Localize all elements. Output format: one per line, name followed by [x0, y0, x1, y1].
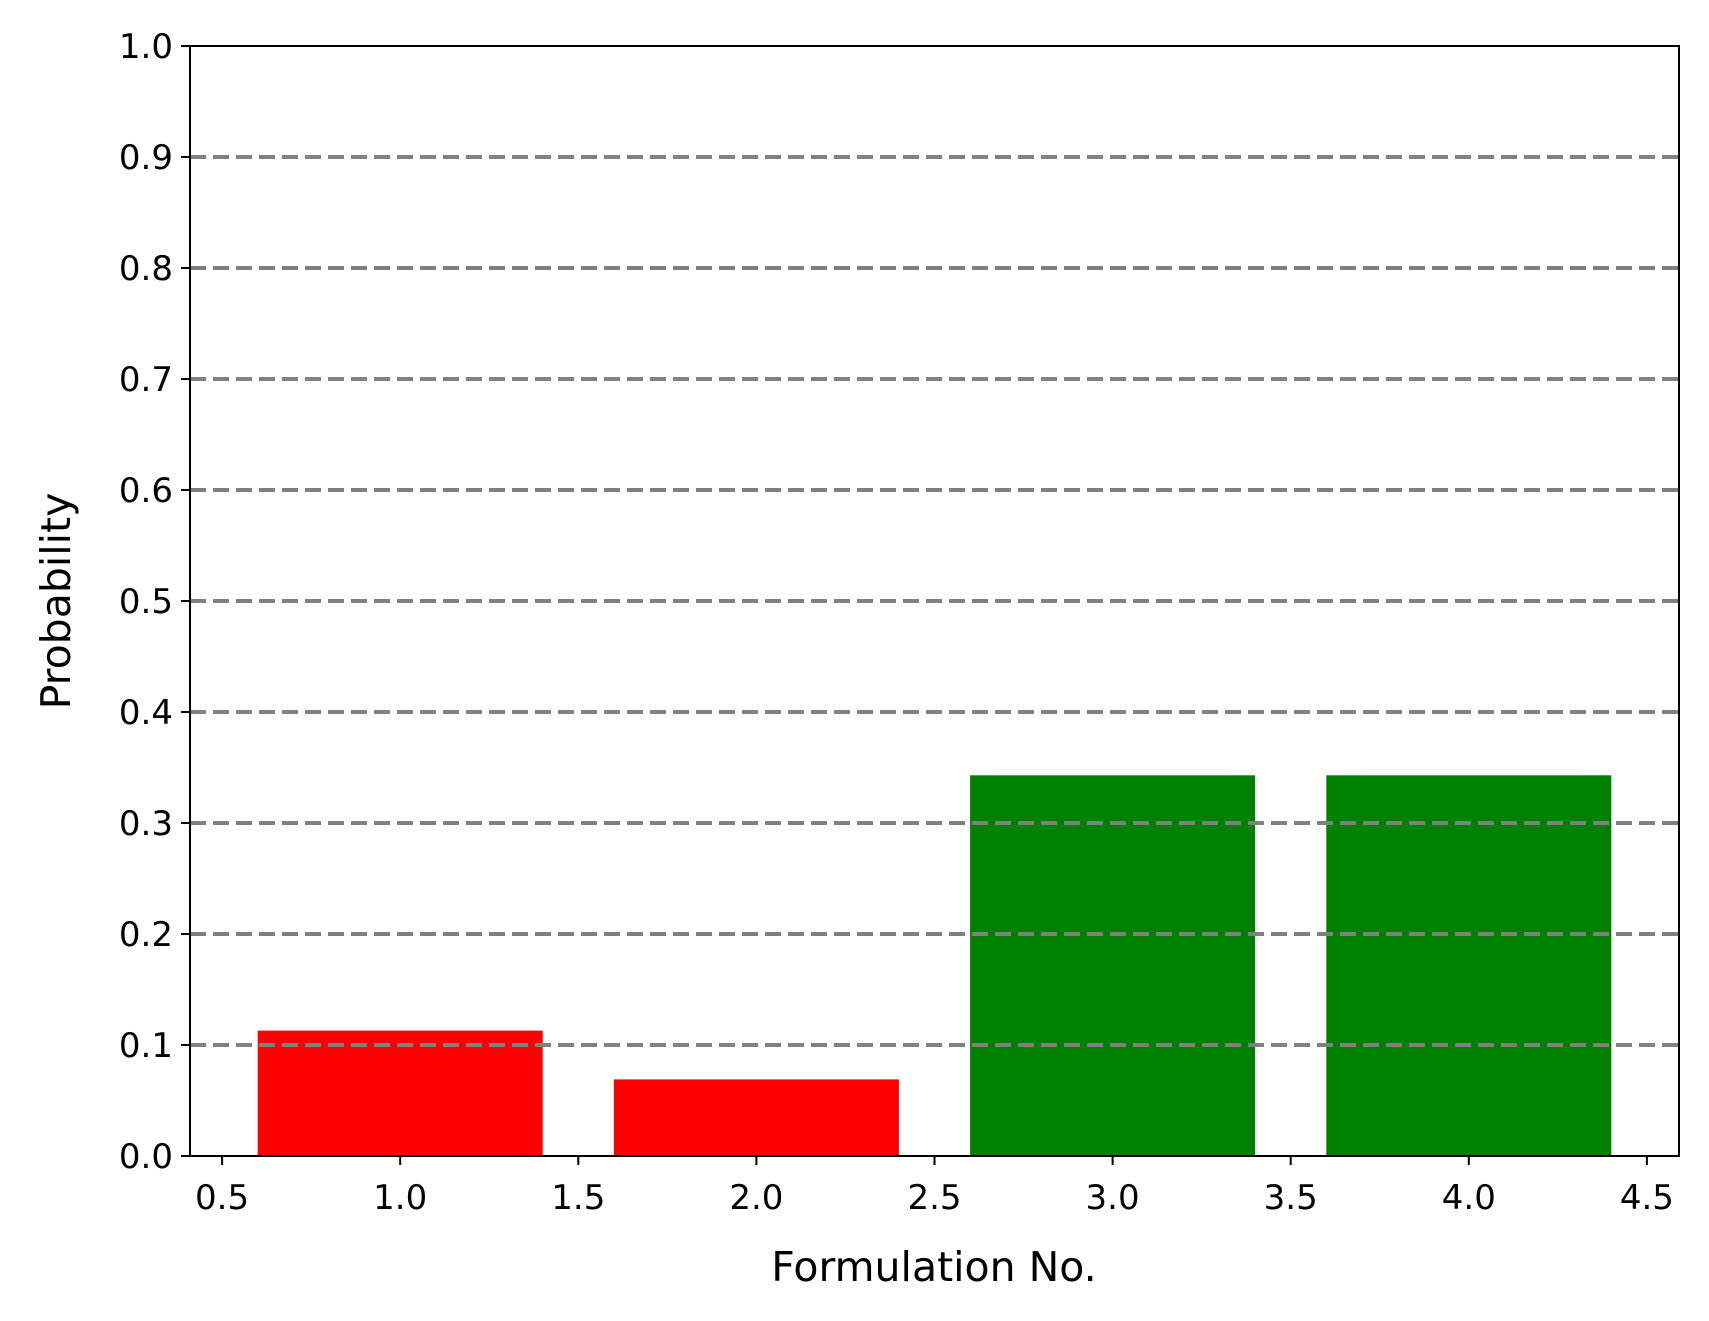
y-tick-label: 0.7 [119, 360, 173, 400]
x-tick-label: 1.5 [551, 1178, 605, 1218]
y-axis-title: Probability [32, 493, 80, 710]
x-tick-label: 0.5 [195, 1178, 249, 1218]
x-tick-label: 3.0 [1086, 1178, 1140, 1218]
x-tick-label: 3.5 [1264, 1178, 1318, 1218]
bars-layer [257, 775, 1612, 1156]
y-tick-label: 0.8 [119, 249, 173, 289]
y-tick-label: 0.4 [119, 693, 173, 733]
bar-3 [970, 775, 1256, 1156]
x-tick-label: 4.0 [1442, 1178, 1496, 1218]
x-tick-label: 4.5 [1620, 1178, 1674, 1218]
y-tick-label: 0.0 [119, 1137, 173, 1177]
grid-layer [190, 155, 1679, 1047]
y-tick-label: 0.9 [119, 138, 173, 178]
bar-4 [1326, 775, 1612, 1156]
x-axis-ticks: 0.5 1.0 1.5 2.0 2.5 3.0 3.5 4.0 4.5 [195, 1156, 1674, 1218]
x-tick-label: 2.0 [729, 1178, 783, 1218]
y-tick-label: 0.2 [119, 915, 173, 955]
x-tick-label: 2.5 [907, 1178, 961, 1218]
y-tick-label: 0.5 [119, 582, 173, 622]
x-tick-label: 1.0 [373, 1178, 427, 1218]
bar-1 [257, 1030, 543, 1156]
bar-2 [613, 1079, 899, 1156]
y-tick-label: 0.6 [119, 471, 173, 511]
y-tick-label: 1.0 [119, 27, 173, 67]
x-axis-title: Formulation No. [771, 1243, 1096, 1291]
y-axis-ticks: 0.0 0.1 0.2 0.3 0.4 0.5 0.6 0.7 0.8 0.9 1.0 [119, 27, 190, 1177]
y-tick-label: 0.1 [119, 1026, 173, 1066]
y-tick-label: 0.3 [119, 804, 173, 844]
